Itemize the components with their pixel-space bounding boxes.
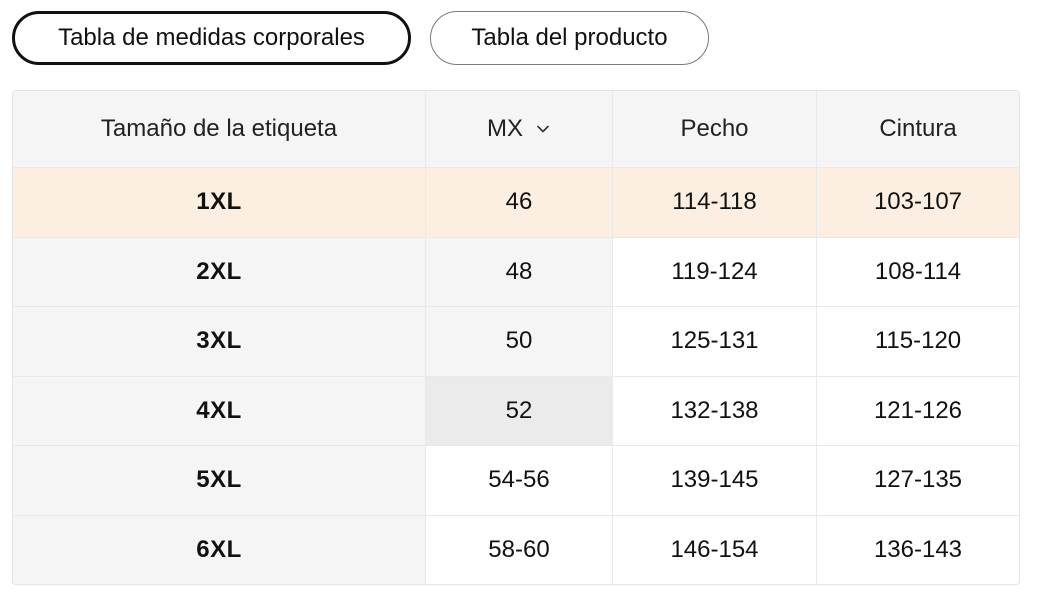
row-waist: 103-107 bbox=[816, 168, 1019, 237]
table-row[interactable]: 3XL 50 125-131 115-120 bbox=[13, 306, 1019, 376]
header-chest: Pecho bbox=[612, 91, 816, 167]
row-waist: 121-126 bbox=[816, 376, 1019, 445]
header-region-selector[interactable]: MX bbox=[425, 91, 612, 167]
row-waist: 127-135 bbox=[816, 446, 1019, 515]
row-mx-size: 50 bbox=[425, 307, 612, 376]
region-label: MX bbox=[487, 115, 523, 142]
table-row[interactable]: 1XL 46 114-118 103-107 bbox=[13, 167, 1019, 237]
table-row[interactable]: 5XL 54-56 139-145 127-135 bbox=[13, 445, 1019, 515]
row-label-size: 1XL bbox=[13, 168, 425, 237]
row-label-size: 3XL bbox=[13, 307, 425, 376]
header-waist: Cintura bbox=[816, 91, 1019, 167]
row-waist: 115-120 bbox=[816, 307, 1019, 376]
row-chest: 146-154 bbox=[612, 515, 816, 584]
row-mx-size: 52 bbox=[425, 376, 612, 445]
table-row[interactable]: 6XL 58-60 146-154 136-143 bbox=[13, 514, 1019, 584]
tab-product-table[interactable]: Tabla del producto bbox=[430, 11, 709, 65]
region-dropdown[interactable]: MX bbox=[487, 115, 551, 143]
row-label-size: 2XL bbox=[13, 237, 425, 306]
chevron-down-icon bbox=[537, 125, 549, 133]
row-mx-size: 46 bbox=[425, 168, 612, 237]
tab-body-measurements[interactable]: Tabla de medidas corporales bbox=[12, 11, 411, 65]
row-mx-size: 48 bbox=[425, 237, 612, 306]
row-chest: 119-124 bbox=[612, 237, 816, 306]
row-label-size: 4XL bbox=[13, 376, 425, 445]
row-waist: 108-114 bbox=[816, 237, 1019, 306]
row-label-size: 5XL bbox=[13, 446, 425, 515]
row-mx-size: 54-56 bbox=[425, 446, 612, 515]
table-row[interactable]: 2XL 48 119-124 108-114 bbox=[13, 236, 1019, 306]
header-label-size: Tamaño de la etiqueta bbox=[100, 115, 338, 142]
row-chest: 125-131 bbox=[612, 307, 816, 376]
row-chest: 132-138 bbox=[612, 376, 816, 445]
row-label-size: 6XL bbox=[13, 515, 425, 584]
table-row[interactable]: 4XL 52 132-138 121-126 bbox=[13, 375, 1019, 445]
size-chart-tabs: Tabla de medidas corporales Tabla del pr… bbox=[12, 11, 709, 65]
size-table: Tamaño de la etiqueta MX Pecho Cintura 1… bbox=[12, 90, 1020, 585]
table-header-row: Tamaño de la etiqueta MX Pecho Cintura bbox=[13, 91, 1019, 167]
row-mx-size: 58-60 bbox=[425, 515, 612, 584]
row-chest: 139-145 bbox=[612, 446, 816, 515]
row-chest: 114-118 bbox=[612, 168, 816, 237]
row-waist: 136-143 bbox=[816, 515, 1019, 584]
